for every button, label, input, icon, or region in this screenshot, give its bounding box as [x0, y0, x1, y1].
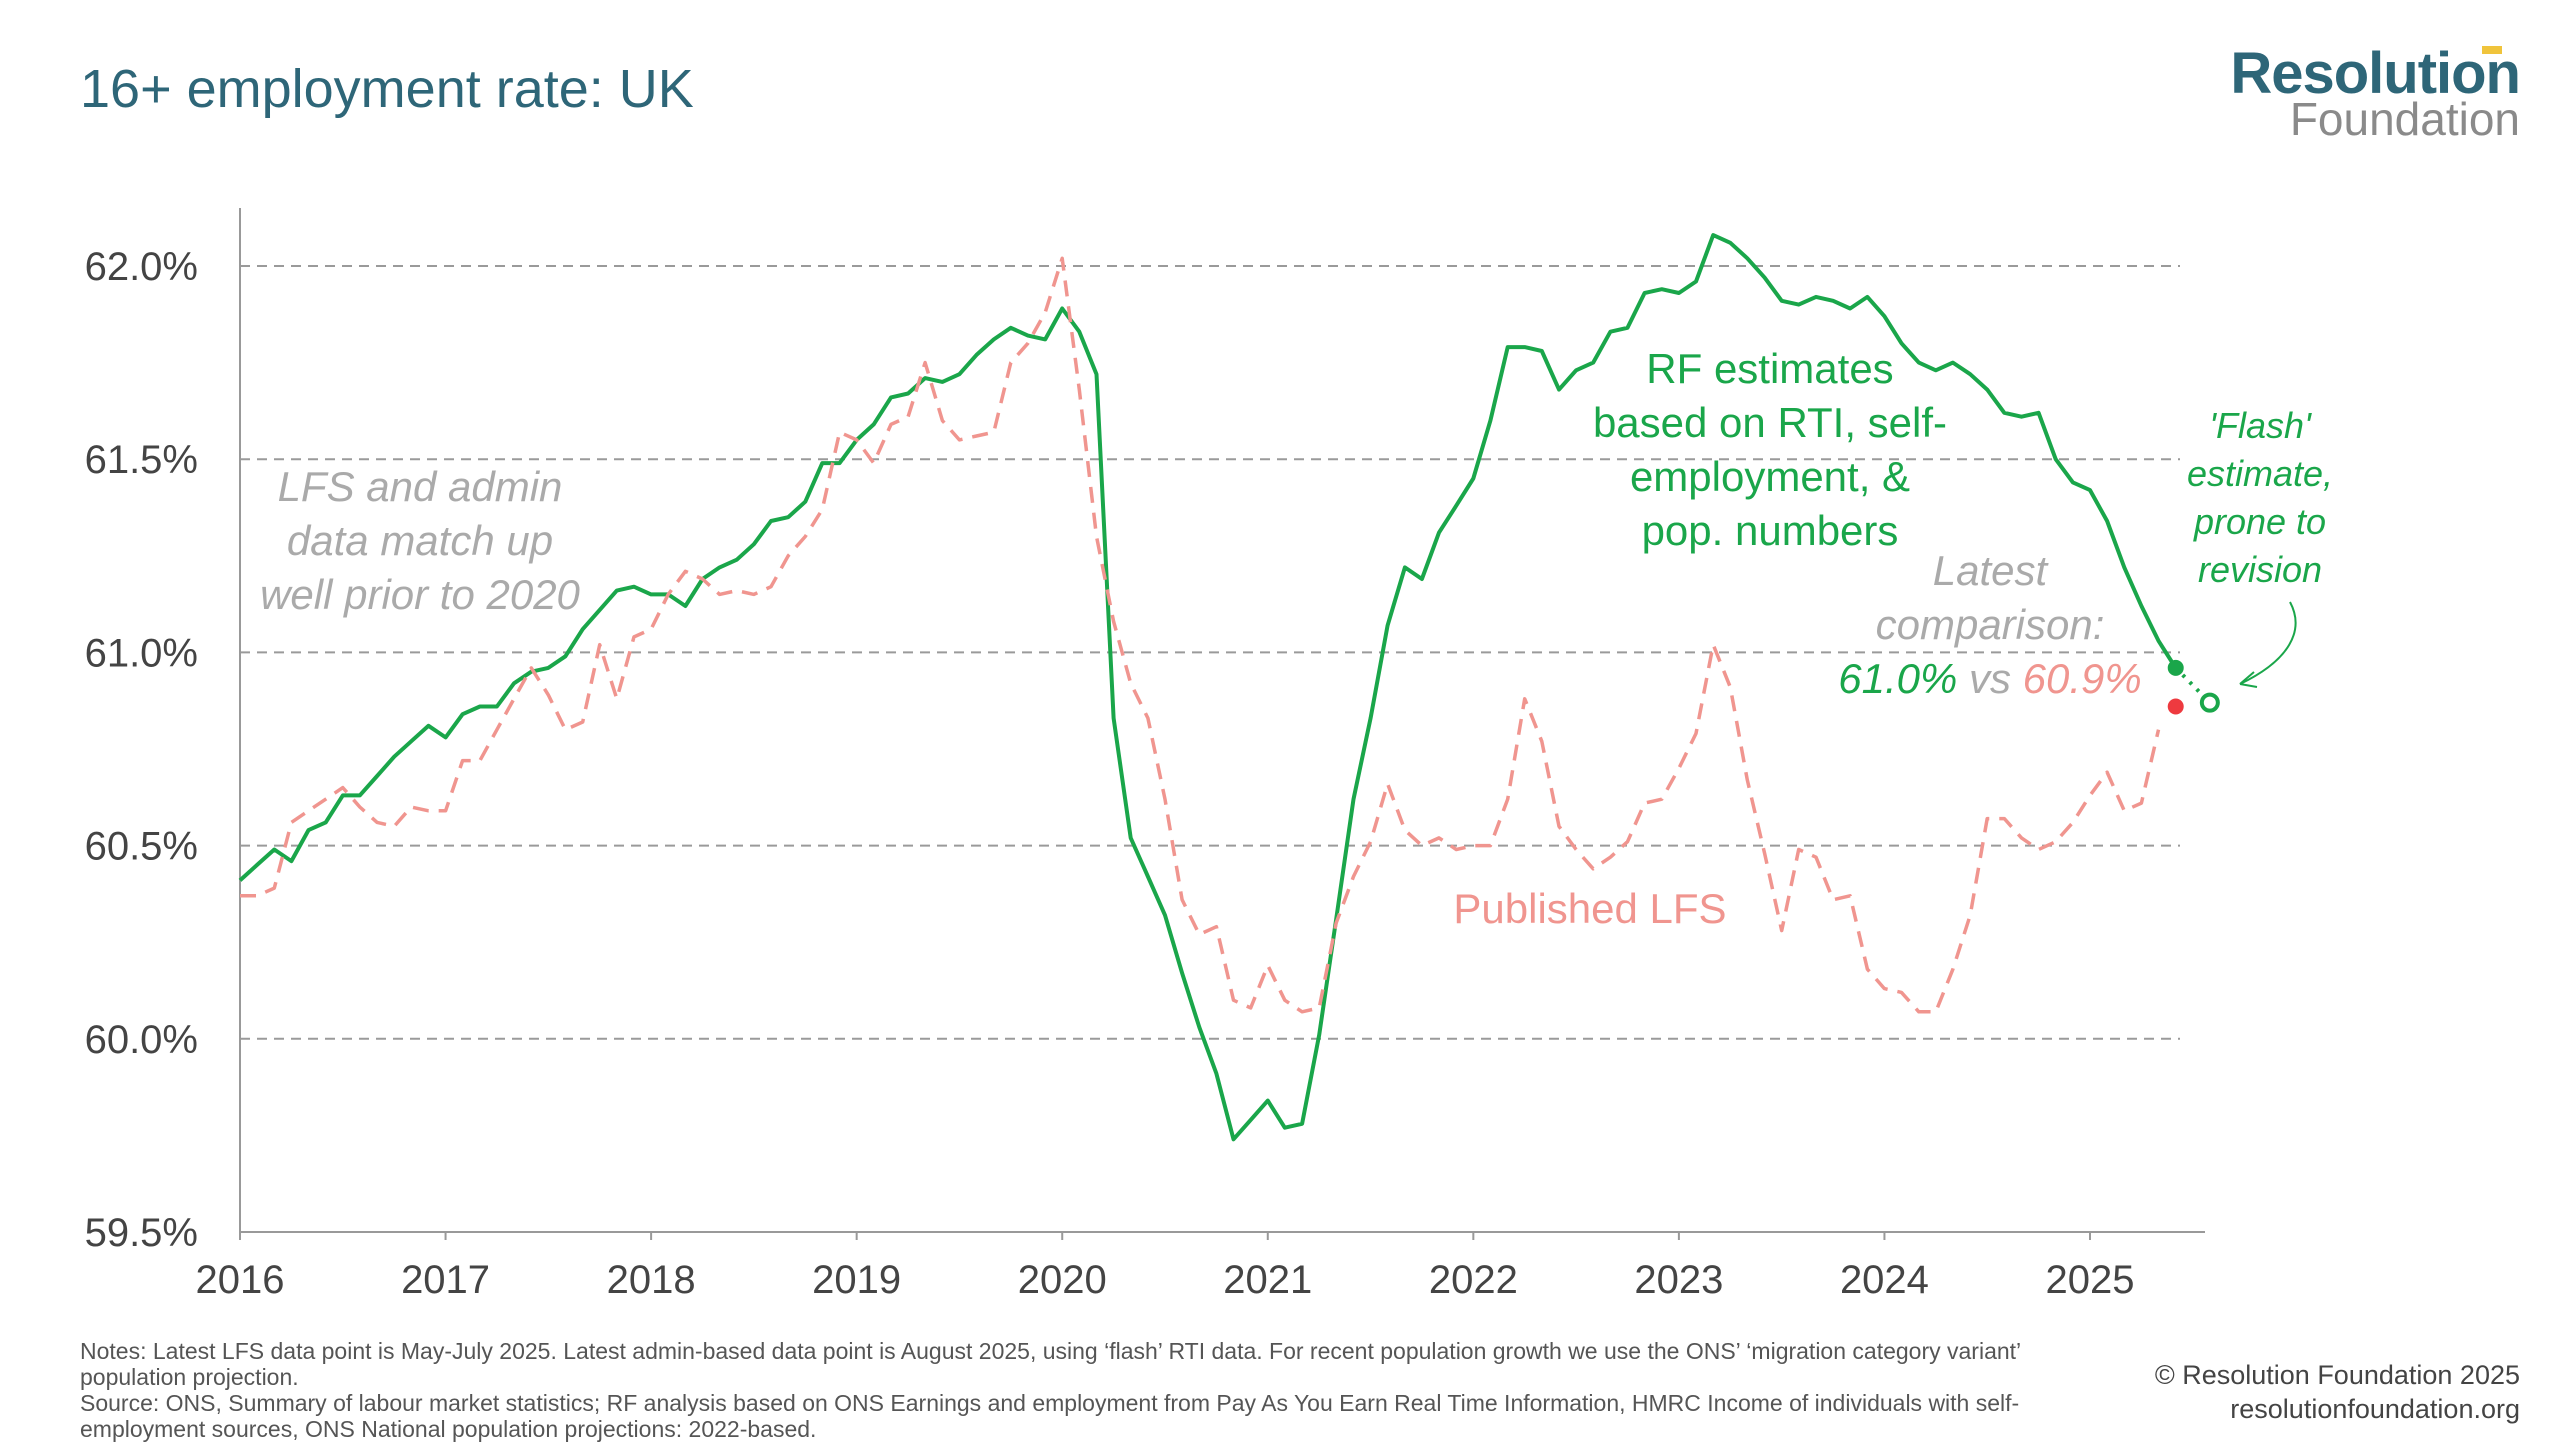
- logo-accent-mark: [2482, 46, 2502, 54]
- rf-latest-point: [2167, 659, 2184, 676]
- flash-arrow: [2239, 601, 2297, 688]
- lfs-latest-point: [2167, 698, 2184, 715]
- annotation-latest-comparison: Latest comparison: 61.0% vs 60.9%: [1820, 544, 2160, 706]
- highlight-points: [2167, 659, 2220, 715]
- x-tick-label: 2020: [1018, 1258, 1107, 1302]
- logo-line-2: Foundation: [2289, 93, 2520, 145]
- annotation-line: well prior to 2020: [260, 571, 580, 618]
- annotation-line: employment, &: [1629, 453, 1911, 500]
- x-tick-label: 2024: [1840, 1258, 1929, 1302]
- x-tick-label: 2023: [1634, 1258, 1723, 1302]
- website-link[interactable]: resolutionfoundation.org: [2230, 1394, 2520, 1424]
- latest-vs: vs: [1969, 655, 2011, 702]
- annotation-line: comparison:: [1875, 601, 2105, 648]
- series-layer: [238, 233, 2178, 1142]
- annotation-line: RF estimates: [1646, 345, 1894, 392]
- annotation-line: 'Flash': [2209, 405, 2311, 446]
- x-tick-label: 2025: [2046, 1258, 2135, 1302]
- annotation-line: LFS and admin: [277, 463, 563, 510]
- y-tick-label: 61.5%: [85, 438, 198, 482]
- annotation-flash-estimate: 'Flash' estimate, prone to revision: [2170, 402, 2350, 594]
- y-tick-label: 61.0%: [85, 631, 198, 675]
- annotation-line: based on RTI, self-: [1592, 399, 1948, 446]
- annotation-rf-estimates: RF estimates based on RTI, self- employm…: [1560, 342, 1980, 558]
- logo-line-1: Resolution: [2230, 41, 2521, 106]
- y-tick-label: 59.5%: [85, 1211, 198, 1255]
- annotation-line: pop. numbers: [1641, 507, 1899, 554]
- series-line-rf-estimates: [238, 233, 2178, 1142]
- y-tick-label: 60.5%: [85, 825, 198, 869]
- notes-text: Notes: Latest LFS data point is May-July…: [80, 1338, 2021, 1390]
- annotation-lfs-admin-match: LFS and admin data match up well prior t…: [240, 460, 600, 622]
- x-axis: 2016 2017 2018 2019 2020 2021 2022 2023 2024 2025: [196, 1232, 2135, 1302]
- series-line-published-lfs: [240, 256, 2161, 1014]
- x-tick-label: 2017: [401, 1258, 490, 1302]
- y-axis: 59.5% 60.0% 60.5% 61.0% 61.5% 62.0%: [85, 245, 198, 1255]
- x-tick-label: 2019: [812, 1258, 901, 1302]
- source-text: Source: ONS, Summary of labour market st…: [80, 1390, 2020, 1442]
- x-tick-label: 2018: [607, 1258, 696, 1302]
- latest-values-line: 61.0% vs 60.9%: [1820, 652, 2160, 706]
- annotation-line: revision: [2197, 549, 2323, 590]
- annotation-line: Latest: [1932, 547, 2048, 594]
- chart-title: 16+ employment rate: UK: [80, 59, 694, 119]
- x-tick-label: 2016: [196, 1258, 285, 1302]
- latest-lfs-value: 60.9%: [2022, 655, 2142, 702]
- copyright-block: © Resolution Foundation 2025 resolutionf…: [2155, 1358, 2520, 1426]
- resolution-foundation-logo: Resolution Foundation: [2210, 40, 2521, 150]
- latest-rf-value: 61.0%: [1838, 655, 1958, 702]
- rf-flash-point: [2199, 692, 2220, 713]
- annotation-line: estimate,: [2186, 453, 2334, 494]
- annotation-line: data match up: [286, 517, 554, 564]
- y-tick-label: 62.0%: [85, 245, 198, 289]
- annotation-published-lfs: Published LFS: [1453, 885, 1727, 932]
- x-tick-label: 2021: [1223, 1258, 1312, 1302]
- copyright-text: © Resolution Foundation 2025: [2154, 1360, 2520, 1390]
- x-tick-label: 2022: [1429, 1258, 1518, 1302]
- annotation-line: prone to: [2193, 501, 2327, 542]
- y-tick-label: 60.0%: [85, 1018, 198, 1062]
- footnotes: Notes: Latest LFS data point is May-July…: [80, 1338, 2120, 1442]
